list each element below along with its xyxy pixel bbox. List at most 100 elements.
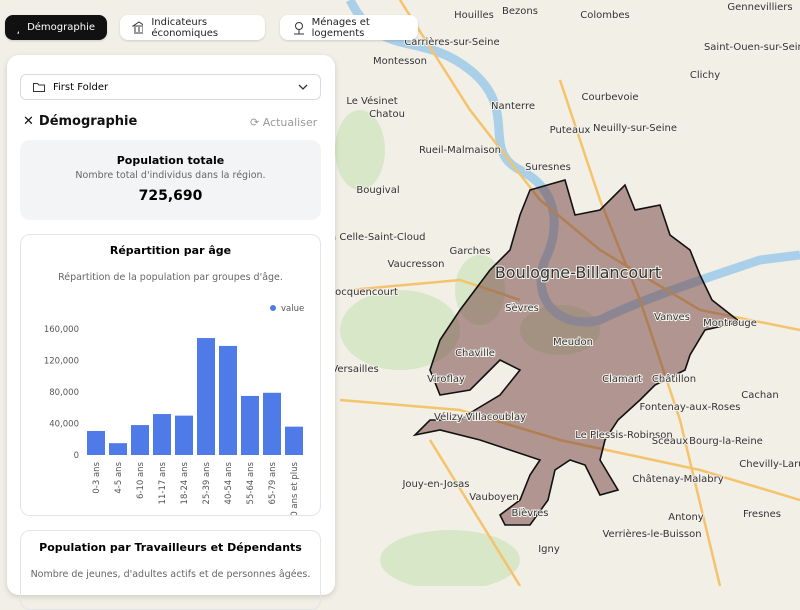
- bar: [153, 414, 171, 455]
- selected-area[interactable]: [412, 179, 742, 526]
- chart-title: Répartition par âge: [109, 244, 232, 257]
- card-title: Population par Travailleurs et Dépendant…: [39, 541, 302, 554]
- icon: [132, 20, 144, 33]
- map-label: Bourg-la-Reine: [689, 436, 763, 447]
- icon: [17, 30, 20, 34]
- map-label: Chatou: [369, 109, 405, 120]
- chart: 0 40,000 80,000 120,000 160,000 value 0-3 ans 4…: [44, 304, 304, 515]
- card-subtitle: Nombre total d'individus dans la région.: [75, 170, 266, 181]
- map-label: Châtenay-Malabry: [632, 473, 723, 485]
- x-tick-label: 65-79 ans: [268, 461, 278, 504]
- close-icon[interactable]: ✕: [23, 114, 34, 129]
- map-label: Meudon: [553, 337, 593, 348]
- map-label: Verrières-le-Buisson: [602, 528, 701, 540]
- folder-select[interactable]: First Folder: [20, 74, 321, 100]
- x-tick-label: 55-64 ans: [246, 461, 256, 504]
- map-label: Jouy-en-Josas: [401, 479, 469, 490]
- x-tick-label: 25-39 ans: [202, 461, 212, 504]
- map-label: Vélizy-Villacoublay: [434, 411, 526, 423]
- map-label: Antony: [668, 512, 704, 523]
- map-label: Bezons: [502, 6, 538, 17]
- map-label: Fontenay-aux-Roses: [640, 402, 741, 413]
- icon: [33, 83, 45, 92]
- y-tick-label: 80,000: [49, 388, 79, 398]
- map-label: Fresnes: [743, 509, 781, 520]
- bar: [241, 395, 259, 455]
- legend-label: value: [281, 304, 304, 314]
- map-label: Colombes: [580, 10, 629, 21]
- map-label: Montrouge: [703, 318, 757, 329]
- map-label: Puteaux: [550, 125, 591, 136]
- map-label: Sceaux: [652, 436, 688, 447]
- tab[interactable]: Indicateurs économiques: [120, 15, 265, 40]
- summary-card: Population totale Nombre total d'individ…: [20, 140, 321, 220]
- map-label: Le Plessis-Robinson: [575, 430, 672, 441]
- tab[interactable]: Démographie: [5, 15, 107, 40]
- folder-label: First Folder: [53, 81, 109, 93]
- workers-card: Population par Travailleurs et Dépendant…: [20, 530, 321, 610]
- chevron: [298, 84, 308, 90]
- map-label: Igny: [538, 544, 560, 555]
- map-label: Gennevilliers: [727, 2, 792, 13]
- card-title: Population totale: [116, 154, 225, 167]
- x-tick-label: 6-10 ans: [136, 461, 146, 499]
- map-label: Garches: [450, 246, 491, 257]
- map-label: Bièvres: [512, 507, 549, 519]
- x-tick-label: 4-5 ans: [114, 461, 124, 493]
- map-label: Clamart: [602, 374, 642, 385]
- refresh-label: Actualiser: [262, 116, 318, 129]
- map-label: Vaucresson: [388, 259, 445, 270]
- map-label: Neuilly-sur-Seine: [593, 123, 677, 134]
- map-label: Versailles: [331, 364, 378, 375]
- x-tick-label: 40-54 ans: [224, 461, 234, 504]
- heading-text: Démographie: [38, 114, 138, 129]
- page: {"tabs":["Démographie","Indicateurs écon…: [5, 0, 800, 610]
- map-label: Vanves: [654, 312, 690, 323]
- tab-label: Démographie: [27, 22, 95, 33]
- map-label: Châtillon: [652, 373, 696, 385]
- bar: [263, 392, 281, 455]
- x-tick-label: 18-24 ans: [180, 461, 190, 504]
- bar: [285, 426, 303, 455]
- y-tick-label: 160,000: [44, 325, 79, 335]
- bar: [197, 338, 215, 455]
- card-subtitle: Nombre de jeunes, d'adultes actifs et de…: [30, 569, 311, 580]
- map-label: Vauboyen: [469, 492, 518, 503]
- map-label: Sèvres: [505, 302, 539, 314]
- map-label: Chaville: [455, 348, 495, 359]
- y-tick-label: 120,000: [44, 357, 79, 367]
- icon: [294, 21, 304, 34]
- map-label: Houilles: [454, 10, 494, 21]
- bar: [131, 425, 149, 455]
- area-label: Boulogne-Billancourt: [495, 263, 661, 282]
- refresh-button[interactable]: ⟳ Actualiser: [250, 116, 318, 129]
- chart-card: Répartition par âge Répartition de la po…: [20, 234, 321, 516]
- bar: [219, 345, 237, 455]
- tab[interactable]: Ménages et logements: [280, 15, 418, 40]
- map-label: Viroflay: [427, 374, 465, 385]
- map-label: Le Vésinet: [346, 95, 397, 107]
- chart-subtitle: Répartition de la population par groupes…: [58, 272, 283, 283]
- y-tick-label: 0: [74, 451, 79, 461]
- bar: [175, 415, 193, 455]
- tab-label: Ménages et logements: [311, 16, 370, 39]
- legend-marker: [270, 305, 276, 311]
- card-value: 725,690: [138, 188, 203, 204]
- map-label: Nanterre: [491, 101, 535, 112]
- heading: ✕ Démographie: [23, 114, 137, 129]
- map-label: Carrières-sur-Seine: [404, 36, 499, 48]
- x-tick-label: 80 ans et plus: [290, 461, 300, 515]
- x-tick-label: 11-17 ans: [158, 461, 168, 504]
- y-tick-label: 40,000: [49, 420, 79, 430]
- map-label: Cachan: [741, 390, 778, 401]
- map-label: La Celle-Saint-Cloud: [324, 232, 425, 243]
- bar: [87, 430, 105, 455]
- x-tick-label: 0-3 ans: [92, 461, 102, 493]
- map-label: Bougival: [356, 185, 399, 196]
- map-label: Montesson: [373, 56, 427, 67]
- map-label: Suresnes: [525, 162, 571, 173]
- map-label: Rueil-Malmaison: [419, 145, 501, 156]
- side-panel: First Folder ✕ Démographie ⟳ Actualiser P…: [7, 55, 335, 610]
- map-label: Courbevoie: [581, 92, 638, 103]
- map-label: Chevilly-Larue: [739, 459, 800, 470]
